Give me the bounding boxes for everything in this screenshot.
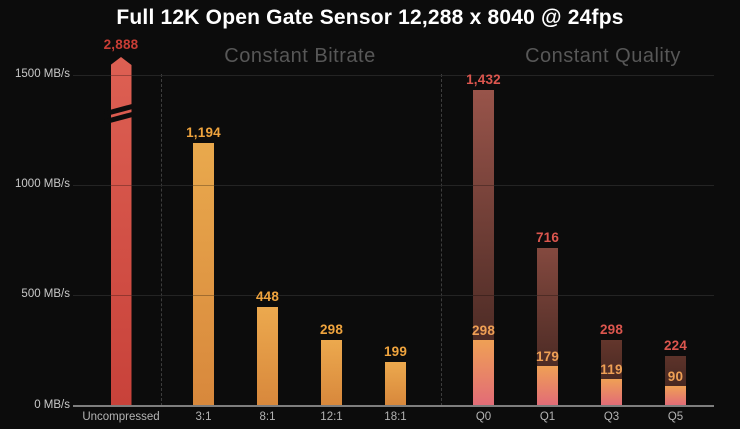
bar-8-1 <box>257 306 278 406</box>
gridline-1500 <box>73 74 714 76</box>
x-axis-label-q5: Q5 <box>667 411 684 423</box>
y-tick-label-1500: 1500 MB/s <box>15 68 70 81</box>
group-separator-1 <box>160 74 162 406</box>
x-axis-label-q3: Q3 <box>603 411 620 423</box>
gridline-overlay-1000 <box>73 184 714 186</box>
value-label-8-1: 448 <box>255 288 280 304</box>
x-axis-label-q0: Q0 <box>475 411 492 423</box>
gridline-1000 <box>73 184 714 186</box>
value-label-q3: 298 <box>599 321 624 337</box>
bar-3-1 <box>193 142 214 406</box>
bar-segment-secondary-q1 <box>537 366 558 406</box>
secondary-value-label-q3: 119 <box>600 362 623 378</box>
section-header-constant-quality: Constant Quality <box>525 45 681 67</box>
secondary-value-label-q5: 90 <box>667 368 684 384</box>
x-axis-label-q1: Q1 <box>539 411 556 423</box>
bar-segment-secondary-q3 <box>601 379 622 406</box>
x-axis-line <box>73 404 714 407</box>
x-axis-label-8-1: 8:1 <box>259 411 276 423</box>
bar-uncompressed <box>110 57 132 406</box>
gridline-overlay-1500 <box>73 74 714 76</box>
value-label-3-1: 1,194 <box>186 124 221 140</box>
value-label-uncompressed: 2,888 <box>103 37 139 52</box>
gridline-500 <box>73 294 714 296</box>
x-axis-label-uncompressed: Uncompressed <box>82 411 160 423</box>
y-tick-label-0: 0 MB/s <box>34 398 70 411</box>
value-label-q1: 716 <box>535 229 560 245</box>
bar-q5 <box>665 356 686 406</box>
bar-q3 <box>601 339 622 406</box>
bar-segment-secondary-q0 <box>473 339 494 406</box>
bar-12-1 <box>321 339 342 406</box>
y-tick-label-500: 500 MB/s <box>21 288 70 301</box>
x-axis-label-18-1: 18:1 <box>384 411 407 423</box>
bar-q1 <box>537 247 558 406</box>
secondary-value-label-q1: 179 <box>535 349 560 365</box>
value-label-q5: 224 <box>663 338 688 354</box>
group-separator-2 <box>440 74 442 406</box>
bar-segment-secondary-q5 <box>665 385 686 406</box>
secondary-value-label-q0: 298 <box>471 322 496 338</box>
gridline-overlay-500 <box>73 294 714 296</box>
y-tick-label-1000: 1000 MB/s <box>15 178 70 191</box>
section-header-constant-bitrate: Constant Bitrate <box>224 45 376 67</box>
bar-18-1 <box>385 361 406 406</box>
x-axis-label-3-1: 3:1 <box>195 411 212 423</box>
chart-title: Full 12K Open Gate Sensor 12,288 x 8040 … <box>116 6 624 29</box>
value-label-12-1: 298 <box>319 321 344 337</box>
x-axis-label-12-1: 12:1 <box>320 411 343 423</box>
value-label-q0: 1,432 <box>466 72 501 88</box>
bar-q0 <box>473 90 494 406</box>
value-label-18-1: 199 <box>383 343 408 359</box>
